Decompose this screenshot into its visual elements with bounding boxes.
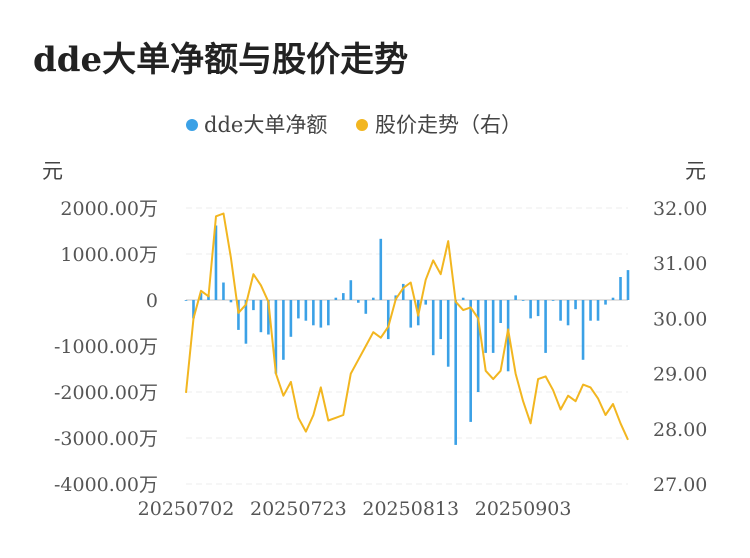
right-axis-ticks: 32.00 31.00 30.00 29.00 28.00 27.00 (653, 198, 707, 496)
dde-bar (342, 293, 345, 300)
dde-bar (521, 300, 525, 301)
dde-bar (506, 300, 510, 372)
x-tick-label: 20250723 (250, 498, 347, 520)
dde-bar (514, 295, 517, 300)
dde-bar (364, 300, 368, 314)
legend-label-1: 股价走势（右） (375, 113, 522, 137)
dde-bar (371, 297, 375, 300)
dde-bar (192, 300, 195, 319)
grid (186, 207, 628, 485)
right-tick-label: 29.00 (653, 364, 707, 386)
dde-bar (304, 300, 308, 321)
dde-bar (439, 300, 443, 340)
dde-bar (544, 300, 547, 353)
dde-bar (222, 282, 225, 300)
dde-bar (289, 300, 293, 337)
right-tick-label: 30.00 (653, 308, 707, 330)
price-line (185, 212, 629, 441)
dde-bar (401, 283, 405, 300)
dde-bar (327, 300, 330, 326)
dde-bar (357, 300, 360, 303)
dde-bar (611, 297, 615, 300)
dde-bar (476, 300, 480, 392)
dde-bar (529, 300, 532, 319)
left-tick-label: -3000.00万 (54, 428, 158, 450)
dde-bar (619, 277, 622, 300)
dde-bar (267, 300, 270, 335)
left-tick-label: 0 (146, 290, 158, 312)
dde-bar (581, 300, 585, 360)
dde-bar (536, 300, 540, 317)
dde-bar (349, 280, 353, 300)
dde-bar (199, 293, 203, 300)
dde-bar (319, 300, 323, 328)
dde-bar (484, 300, 487, 353)
legend-marker-1 (356, 119, 368, 131)
legend-label-0: dde大单净额 (204, 113, 327, 137)
left-tick-label: -1000.00万 (54, 336, 158, 358)
dde-bar (244, 300, 248, 344)
dde-bar (274, 300, 278, 374)
dde-bar (424, 300, 428, 305)
dde-bar (334, 297, 338, 300)
dde-bar (596, 300, 600, 321)
left-tick-label: -4000.00万 (54, 474, 158, 496)
dde-bar (409, 300, 413, 328)
x-tick-label: 20250813 (362, 498, 459, 520)
right-tick-label: 27.00 (653, 474, 707, 496)
dde-bar (282, 300, 285, 360)
dde-bar (491, 300, 495, 353)
chart-title: dde大单净额与股价走势 (33, 40, 409, 80)
legend: dde大单净额 股价走势（右） (186, 113, 522, 137)
dde-bar (214, 225, 218, 300)
dde-bar (469, 300, 472, 422)
legend-marker-0 (186, 119, 198, 131)
left-tick-label: -2000.00万 (54, 382, 158, 404)
right-tick-label: 32.00 (653, 198, 707, 220)
x-axis-ticks: 20250702 20250723 20250813 20250903 (138, 498, 572, 520)
x-tick-label: 20250702 (138, 498, 235, 520)
price-series-line (185, 212, 629, 441)
dde-bar (454, 300, 457, 445)
left-axis-unit: 元 (42, 159, 63, 183)
dde-bar (184, 300, 188, 301)
dde-bar (312, 300, 315, 326)
dde-bar (431, 300, 435, 356)
dde-bar (229, 300, 233, 303)
left-axis-ticks: 2000.00万 1000.00万 0 -1000.00万 -2000.00万 -3000… (54, 198, 158, 496)
dde-bar (461, 297, 465, 300)
dde-bar (566, 300, 570, 326)
dde-bar (446, 300, 450, 367)
dde-bar (604, 300, 607, 305)
dde-bar (551, 300, 555, 301)
dde-bar (589, 300, 592, 321)
dde-bar (626, 270, 630, 300)
dde-bar (297, 300, 300, 319)
right-tick-label: 28.00 (653, 419, 707, 441)
dde-bar (379, 238, 383, 300)
dde-bar (559, 300, 562, 321)
dde-bar (252, 300, 255, 311)
right-axis-unit: 元 (685, 159, 706, 183)
dde-bar (574, 300, 577, 310)
dde-bar (386, 300, 390, 340)
left-tick-label: 2000.00万 (60, 198, 158, 220)
dde-bar (207, 295, 210, 300)
dde-bar (259, 300, 263, 333)
dde-bar (499, 300, 502, 323)
left-tick-label: 1000.00万 (60, 244, 158, 266)
dde-bar (237, 300, 240, 330)
right-tick-label: 31.00 (653, 253, 707, 275)
dde-bars (184, 225, 630, 445)
x-tick-label: 20250903 (475, 498, 572, 520)
